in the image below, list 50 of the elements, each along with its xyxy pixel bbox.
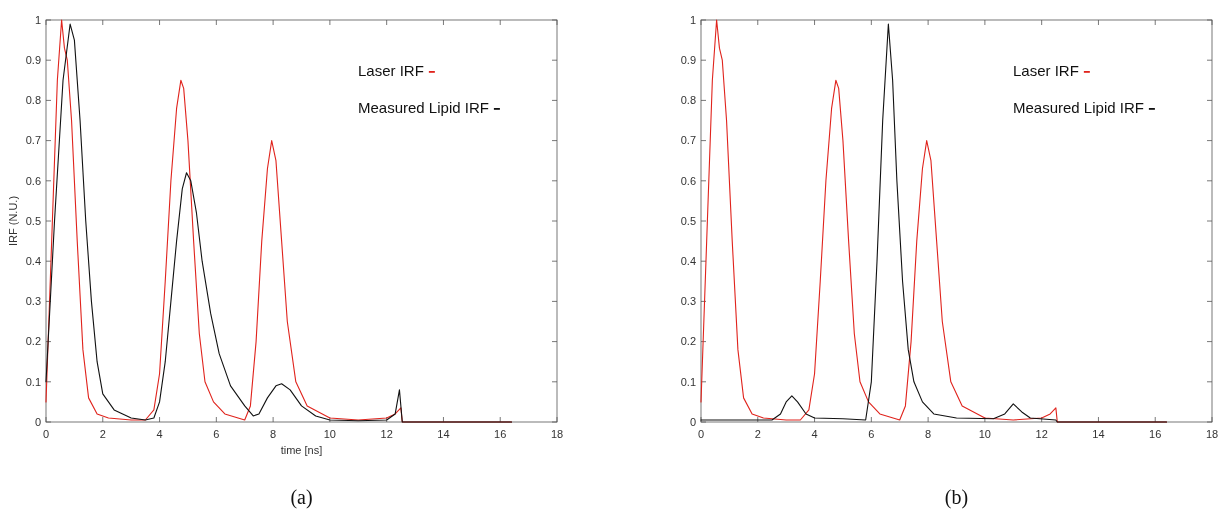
x-tick-label: 16 — [1149, 428, 1162, 440]
y-tick-label: 0 — [34, 415, 41, 428]
y-tick-label: 0.6 — [680, 174, 696, 187]
x-tick-label: 14 — [1092, 428, 1105, 440]
x-tick-label: 18 — [1205, 428, 1219, 440]
x-tick-label: 6 — [213, 428, 220, 440]
y-tick-label: 0.4 — [25, 255, 41, 268]
text: (a) — [290, 486, 313, 509]
y-tick-label: 0.5 — [680, 214, 696, 227]
x-tick-label: 2 — [99, 428, 106, 440]
y-tick-label: 0.4 — [680, 255, 696, 268]
x-tick-label: 0 — [42, 428, 50, 440]
y-tick-label: 0.3 — [25, 295, 41, 308]
x-tick-label: 10 — [978, 428, 992, 440]
y-tick-label: 0 — [689, 415, 696, 428]
y-tick-label: 0.3 — [680, 295, 696, 308]
x-tick-label: 10 — [323, 428, 337, 440]
y-tick-label: 0.5 — [25, 214, 41, 227]
text: (b) — [944, 486, 969, 509]
x-tick-label: 8 — [925, 428, 932, 440]
x-tick-label: 4 — [811, 428, 818, 440]
x-tick-label: 12 — [380, 428, 393, 440]
x-tick-label: 16 — [494, 428, 507, 440]
x-axis-title: time [ns] — [280, 444, 323, 456]
y-tick-label: 0.7 — [680, 134, 696, 147]
x-tick-label: 12 — [1035, 428, 1048, 440]
legend-label: Laser IRF — [358, 62, 424, 79]
y-tick-label: 0.2 — [25, 335, 41, 348]
x-tick-label: 8 — [270, 428, 277, 440]
legend-label: Measured Lipid IRF — [358, 99, 489, 116]
x-tick-label: 4 — [156, 428, 163, 440]
y-tick-label: 0.7 — [25, 134, 41, 147]
y-tick-label: 0.1 — [680, 375, 696, 388]
y-tick-label: 1 — [689, 13, 696, 26]
y-tick-label: 0.1 — [25, 375, 41, 388]
y-tick-label: 0.9 — [680, 54, 696, 67]
legend-label: Laser IRF — [1013, 62, 1079, 79]
x-tick-label: 14 — [437, 428, 450, 440]
x-tick-label: 2 — [754, 428, 761, 440]
x-tick-label: 6 — [868, 428, 875, 440]
legend-label: Measured Lipid IRF — [1013, 99, 1144, 116]
x-tick-label: 18 — [550, 428, 564, 440]
y-tick-label: 0.6 — [25, 174, 41, 187]
y-axis-title: IRF (N.U.) — [7, 195, 19, 247]
y-tick-label: 0.2 — [680, 335, 696, 348]
y-tick-label: 0.9 — [25, 54, 41, 67]
x-tick-label: 0 — [697, 428, 705, 440]
y-tick-label: 1 — [34, 13, 41, 26]
y-tick-label: 0.8 — [680, 94, 696, 107]
y-tick-label: 0.8 — [25, 94, 41, 107]
